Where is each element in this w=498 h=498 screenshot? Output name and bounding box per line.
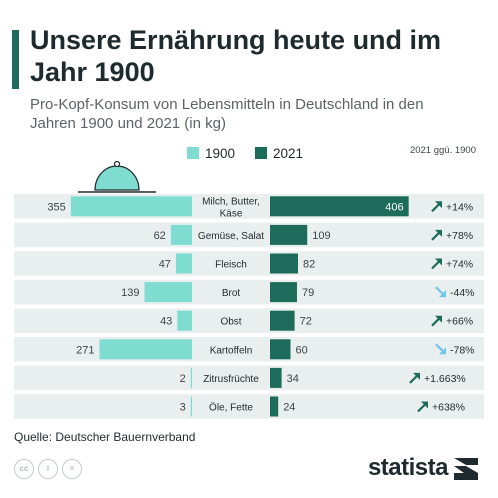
- legend-swatch-2021: [255, 147, 267, 159]
- change-column-header: 2021 ggü. 1900: [409, 145, 476, 156]
- change-label: +74%: [446, 259, 473, 271]
- arrow-up-icon: [431, 201, 442, 213]
- value-label-2021: 406: [385, 201, 403, 213]
- change-label: +14%: [446, 201, 473, 213]
- value-label-1900: 47: [159, 259, 171, 271]
- bar-2021: [270, 367, 282, 388]
- bar-1900: [190, 396, 192, 417]
- value-label-2021: 82: [303, 259, 315, 271]
- value-label-2021: 79: [302, 287, 314, 299]
- page-title: Unsere Ernährung heute und im Jahr 1900: [30, 25, 442, 87]
- legend-item-1900: 1900: [187, 146, 235, 161]
- category-label: Obst: [220, 317, 241, 328]
- row-band: [14, 394, 484, 419]
- change-label: +66%: [446, 316, 473, 328]
- value-label-1900: 3: [180, 402, 186, 414]
- arrow-up-icon: [431, 315, 442, 327]
- change-label: +1.663%: [424, 373, 466, 385]
- bar-1900: [177, 310, 192, 331]
- value-label-1900: 62: [154, 230, 166, 242]
- value-label-1900: 271: [76, 344, 94, 356]
- value-label-1900: 43: [160, 316, 172, 328]
- bar-2021: [270, 310, 295, 331]
- bar-1900: [144, 282, 192, 303]
- value-label-2021: 72: [300, 316, 312, 328]
- bar-1900: [175, 253, 192, 274]
- row-band: [14, 222, 484, 248]
- title-accent-bar: [12, 30, 19, 89]
- value-label-2021: 34: [287, 373, 299, 385]
- bar-1900: [170, 224, 192, 245]
- legend-label-2021: 2021: [273, 146, 304, 161]
- cloche-icon: [78, 160, 156, 193]
- category-label: Fleisch: [215, 260, 247, 271]
- bar-2021: [270, 224, 308, 245]
- legend-swatch-1900: [187, 147, 199, 159]
- change-label: -78%: [450, 344, 475, 356]
- row-band: [14, 279, 484, 305]
- arrow-up-icon: [409, 372, 420, 384]
- category-label: Zitrusfrüchte: [203, 374, 259, 385]
- license-icons: cc i =: [14, 458, 86, 479]
- row-band: [14, 337, 484, 362]
- equals-icon: =: [62, 459, 82, 479]
- arrow-down-icon: [435, 286, 446, 298]
- arrow-up-icon: [417, 401, 428, 413]
- arrow-up-icon: [431, 229, 442, 241]
- category-label: Käse: [220, 208, 243, 219]
- row-band: [14, 308, 484, 333]
- legend-label-1900: 1900: [205, 146, 236, 161]
- value-label-1900: 139: [121, 287, 139, 299]
- page-subtitle: Pro-Kopf-Konsum von Lebensmitteln in Deu…: [30, 96, 424, 132]
- bar-1900: [190, 367, 192, 388]
- category-label: Kartoffeln: [210, 345, 253, 356]
- bar-2021: [270, 282, 297, 303]
- category-label: Öle, Fette: [209, 402, 253, 414]
- bar-2021: [270, 396, 279, 417]
- bar-2021: [270, 253, 299, 274]
- row-band: [14, 365, 484, 391]
- value-label-1900: 355: [47, 201, 65, 213]
- change-label: +638%: [432, 402, 465, 414]
- legend-item-2021: 2021: [255, 146, 303, 161]
- value-label-2021: 109: [312, 230, 330, 242]
- category-label: Gemüse, Salat: [198, 231, 264, 242]
- bar-2021: [270, 339, 291, 360]
- value-label-2021: 60: [295, 344, 307, 356]
- arrow-up-icon: [431, 258, 442, 270]
- change-label: -44%: [450, 287, 475, 299]
- value-label-2021: 24: [283, 402, 295, 414]
- statista-logo-icon: [454, 458, 478, 480]
- arrow-down-icon: [435, 343, 446, 355]
- value-label-1900: 2: [180, 373, 186, 385]
- bar-1900: [70, 196, 192, 217]
- bar-2021: [270, 196, 409, 217]
- row-band: [14, 251, 484, 276]
- change-label: +78%: [446, 230, 473, 242]
- source-note: Quelle: Deutscher Bauernverband: [14, 430, 196, 444]
- category-label: Milch, Butter,: [202, 196, 260, 207]
- person-icon: i: [38, 459, 58, 479]
- bar-1900: [99, 339, 192, 360]
- category-label: Brot: [222, 288, 241, 299]
- cc-icon: cc: [14, 459, 34, 479]
- brand-name: statista: [367, 454, 449, 481]
